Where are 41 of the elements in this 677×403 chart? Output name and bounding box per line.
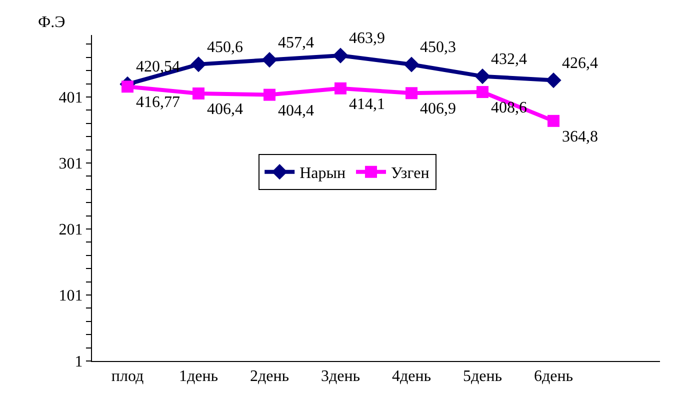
- point: [192, 87, 204, 100]
- y-tick-label: 1: [74, 354, 83, 371]
- data-label: 420,54: [136, 58, 180, 76]
- point: [190, 56, 206, 72]
- x-tick-label: 2день: [250, 368, 290, 386]
- point: [262, 52, 278, 68]
- point: [406, 87, 418, 100]
- y-axis-title: Ф.Э: [38, 14, 66, 31]
- data-label: 426,4: [562, 54, 598, 72]
- data-label: 450,3: [420, 39, 456, 56]
- x-tick-label: 3день: [320, 368, 360, 386]
- point: [476, 86, 488, 98]
- y-tick-label: 301: [58, 156, 83, 173]
- x-tick-label: плод: [111, 368, 144, 386]
- data-label: 463,9: [349, 30, 385, 48]
- point: [474, 68, 490, 84]
- data-label: 406,4: [207, 100, 243, 118]
- y-tick-label: 401: [58, 90, 83, 107]
- point: [546, 72, 562, 88]
- point: [548, 114, 560, 127]
- x-tick-label: 6день: [534, 368, 574, 386]
- data-label: 432,4: [491, 50, 527, 68]
- data-label: 416,77: [136, 94, 180, 112]
- x-tick-label: 1день: [178, 368, 218, 386]
- point: [332, 48, 348, 64]
- data-label: 450,6: [207, 38, 243, 56]
- point: [264, 88, 276, 101]
- data-label: 364,8: [562, 128, 598, 146]
- y-tick-label: 201: [58, 222, 83, 239]
- point: [122, 80, 134, 93]
- data-label: 406,9: [420, 100, 456, 118]
- x-tick-label: 5день: [462, 368, 502, 386]
- point: [334, 82, 346, 94]
- data-label: 404,4: [278, 102, 314, 120]
- legend-label: Нарын: [300, 165, 346, 182]
- legend-label: Узген: [391, 165, 430, 182]
- x-tick-label: 4день: [392, 368, 432, 386]
- y-tick-label: 101: [58, 288, 83, 305]
- data-label: 457,4: [278, 34, 314, 52]
- data-label: 414,1: [349, 96, 385, 113]
- point: [404, 56, 420, 72]
